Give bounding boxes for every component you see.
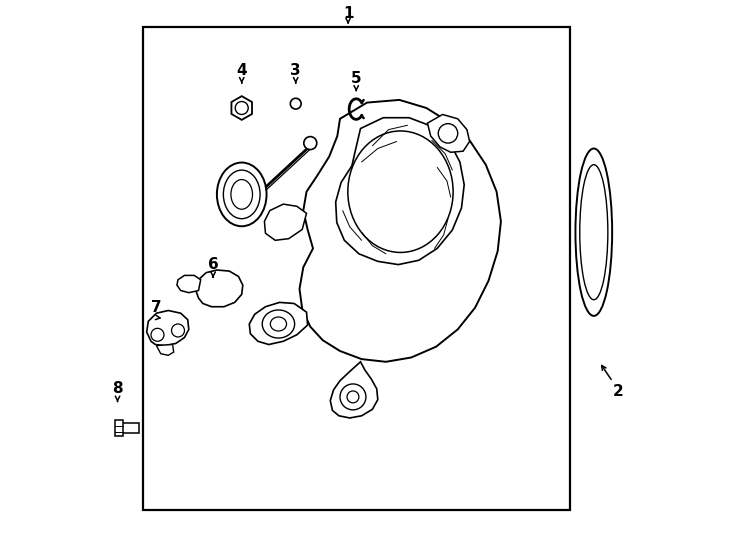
Circle shape xyxy=(304,137,317,150)
Polygon shape xyxy=(147,310,189,346)
Ellipse shape xyxy=(340,384,366,410)
Ellipse shape xyxy=(575,148,612,316)
Polygon shape xyxy=(177,275,200,293)
Text: 8: 8 xyxy=(112,381,123,396)
Ellipse shape xyxy=(262,310,294,338)
Polygon shape xyxy=(250,302,308,345)
Circle shape xyxy=(291,98,301,109)
Ellipse shape xyxy=(347,391,359,403)
Polygon shape xyxy=(231,96,252,120)
Ellipse shape xyxy=(270,317,286,331)
Text: 3: 3 xyxy=(291,63,301,78)
Ellipse shape xyxy=(217,163,266,226)
Bar xyxy=(115,420,123,436)
Polygon shape xyxy=(330,362,378,418)
Ellipse shape xyxy=(348,131,453,252)
Text: 5: 5 xyxy=(351,71,362,86)
Text: 2: 2 xyxy=(613,384,623,399)
Bar xyxy=(143,27,570,510)
Text: 1: 1 xyxy=(343,6,353,21)
Polygon shape xyxy=(335,118,464,265)
Circle shape xyxy=(235,102,248,114)
Text: 7: 7 xyxy=(151,300,161,315)
Ellipse shape xyxy=(580,165,608,300)
Circle shape xyxy=(151,328,164,341)
Polygon shape xyxy=(156,345,174,355)
Circle shape xyxy=(438,124,458,143)
Polygon shape xyxy=(427,114,470,152)
Ellipse shape xyxy=(223,170,260,219)
Polygon shape xyxy=(299,100,501,362)
Text: 4: 4 xyxy=(236,63,247,78)
Text: 6: 6 xyxy=(208,257,219,272)
Circle shape xyxy=(172,324,184,337)
Polygon shape xyxy=(264,204,307,240)
Polygon shape xyxy=(195,270,243,307)
Ellipse shape xyxy=(231,179,252,209)
Bar xyxy=(119,423,139,433)
